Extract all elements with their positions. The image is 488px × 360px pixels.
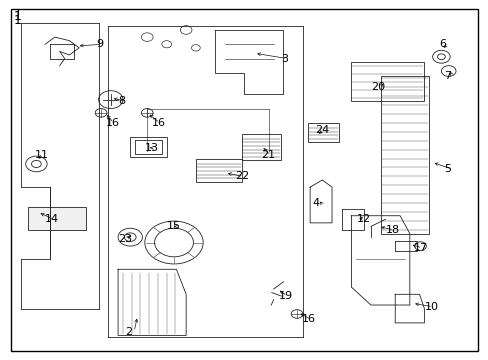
Text: 21: 21 xyxy=(261,150,275,160)
Text: 14: 14 xyxy=(45,214,59,224)
Text: 5: 5 xyxy=(443,164,450,174)
Text: 6: 6 xyxy=(438,39,445,49)
Text: 15: 15 xyxy=(166,221,181,231)
Text: 22: 22 xyxy=(234,171,248,181)
Text: 3: 3 xyxy=(281,54,287,64)
Text: 17: 17 xyxy=(413,243,427,253)
Bar xyxy=(130,137,166,157)
Text: 11: 11 xyxy=(34,150,48,160)
Text: 13: 13 xyxy=(144,143,159,153)
Text: 16: 16 xyxy=(152,118,166,128)
Bar xyxy=(196,158,242,182)
Text: 12: 12 xyxy=(356,214,370,224)
Bar xyxy=(242,134,281,160)
Text: 4: 4 xyxy=(312,198,319,208)
Text: 16: 16 xyxy=(106,118,120,128)
Bar xyxy=(351,62,424,102)
Text: 20: 20 xyxy=(370,82,384,92)
Text: 18: 18 xyxy=(385,225,399,235)
Text: 19: 19 xyxy=(278,291,292,301)
Text: 1: 1 xyxy=(14,14,21,27)
Bar xyxy=(307,123,339,143)
Text: 10: 10 xyxy=(424,302,438,312)
Text: 24: 24 xyxy=(314,125,328,135)
Text: 8: 8 xyxy=(118,96,125,107)
Text: 23: 23 xyxy=(118,234,132,244)
Text: 9: 9 xyxy=(96,39,103,49)
Bar xyxy=(28,207,86,230)
Text: 2: 2 xyxy=(125,327,132,337)
Text: 7: 7 xyxy=(443,71,450,81)
Text: 1: 1 xyxy=(14,10,21,23)
Text: 16: 16 xyxy=(301,314,315,324)
Bar xyxy=(135,140,162,154)
Bar xyxy=(380,76,428,234)
